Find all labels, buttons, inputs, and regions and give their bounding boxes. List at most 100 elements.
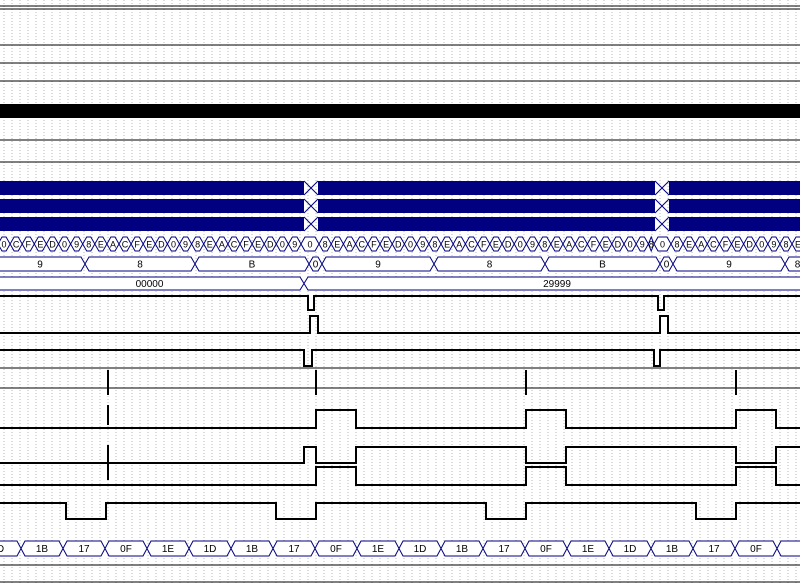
bus-value: D <box>615 239 622 249</box>
bus-value: E <box>493 239 499 249</box>
bus-value: 8 <box>137 260 143 271</box>
bus-value: E <box>255 239 261 249</box>
bus-value: 9 <box>726 260 732 271</box>
bus-value: 17 <box>78 544 90 555</box>
bus-value: D <box>49 239 56 249</box>
bus-value: C <box>231 239 238 249</box>
bus-value: 0F <box>120 544 132 555</box>
bus-value: E <box>444 239 450 249</box>
bus-value: 8 <box>649 239 654 249</box>
signals <box>0 295 800 520</box>
bus-value: 0F <box>750 544 762 555</box>
bus-value: C <box>358 239 365 249</box>
bus-value: 9 <box>37 260 43 271</box>
bus-value: 1E <box>582 544 595 555</box>
byte-bus: D 1B 17 0F 1E 1D 1B 17 0F 1E 1D 1B 17 0F 1E 1D 1B 17 0F <box>0 540 800 557</box>
bus-value: 1D <box>204 544 217 555</box>
bus-value: 9 <box>640 239 645 249</box>
bus-value: D <box>0 544 4 555</box>
bus-value: E <box>735 239 741 249</box>
bus-value: 29999 <box>543 279 571 290</box>
bus-value: 9 <box>375 260 381 271</box>
bus-value: 8 <box>795 260 800 271</box>
blue-buses <box>0 180 800 232</box>
bus-value: A <box>566 239 572 249</box>
bus-value: E <box>554 239 560 249</box>
bus-value: 1B <box>36 544 49 555</box>
bus-value: F <box>481 239 487 249</box>
bus-value: 9 <box>530 239 535 249</box>
bus-value: A <box>219 239 225 249</box>
bus-value: D <box>505 239 512 249</box>
bus-value: 0 <box>307 239 312 249</box>
bus-value: 0 <box>660 239 665 249</box>
bus-value: F <box>134 239 140 249</box>
bus-value: 9 <box>183 239 188 249</box>
bus-value: 0 <box>313 260 319 271</box>
bus-value: A <box>110 239 116 249</box>
bus-value: 1D <box>414 544 427 555</box>
bus-value: 0 <box>62 239 67 249</box>
bus-value: 0 <box>280 239 285 249</box>
bus-value: E <box>686 239 692 249</box>
bus-value: F <box>591 239 597 249</box>
bus-value: D <box>158 239 165 249</box>
bus-value: C <box>578 239 585 249</box>
bus-value: 9 <box>420 239 425 249</box>
bus-value: B <box>599 260 606 271</box>
bus-value: C <box>710 239 717 249</box>
time-grid <box>3 0 797 585</box>
bus-value: C <box>13 239 20 249</box>
bus-value: C <box>122 239 129 249</box>
bus-value: D <box>267 239 274 249</box>
bus-value: 8 <box>675 239 680 249</box>
bus-value: E <box>98 239 104 249</box>
bus-value: E <box>795 239 800 249</box>
bus-value: 8 <box>86 239 91 249</box>
bus-value: 0 <box>518 239 523 249</box>
bus-value: A <box>698 239 704 249</box>
bus-value: 0F <box>330 544 342 555</box>
bus-value: 9 <box>292 239 297 249</box>
row-lines <box>0 5 800 583</box>
bus-value: 0 <box>759 239 764 249</box>
bus-value: 8 <box>542 239 547 249</box>
bus-value: 17 <box>288 544 300 555</box>
bus-value: D <box>746 239 753 249</box>
bus-value: F <box>371 239 377 249</box>
bus-value: 1E <box>162 544 175 555</box>
bus-value: 0 <box>2 239 7 249</box>
bus-value: F <box>26 239 32 249</box>
bus-value: 1E <box>372 544 385 555</box>
bus-value: E <box>207 239 213 249</box>
bus-value: E <box>603 239 609 249</box>
bus-segment <box>303 276 800 291</box>
bus-value: 1B <box>246 544 259 555</box>
bus-value: 8 <box>195 239 200 249</box>
bus-value: E <box>334 239 340 249</box>
bus-value: C <box>468 239 475 249</box>
bus-value: A <box>456 239 462 249</box>
bus-value: 17 <box>708 544 720 555</box>
bus-value: B <box>249 260 256 271</box>
bus-value: E <box>146 239 152 249</box>
bus-value: 8 <box>432 239 437 249</box>
bus-segment <box>791 236 800 252</box>
bus-value: 1B <box>666 544 679 555</box>
bus-value: 1B <box>456 544 469 555</box>
bus-value: E <box>383 239 389 249</box>
bus-value: 0 <box>628 239 633 249</box>
bus-value: 8 <box>323 239 328 249</box>
bus-value: 8 <box>783 239 788 249</box>
bus-value: D <box>395 239 402 249</box>
bus-value: 00000 <box>136 279 164 290</box>
nibble-bus: 9 8 B 0 9 8 B 0 9 8 <box>0 256 800 272</box>
bus-segment <box>784 256 800 272</box>
bus-value: F <box>243 239 249 249</box>
bus-value: 1D <box>624 544 637 555</box>
bus-value: 17 <box>498 544 510 555</box>
bus-value: 8 <box>487 260 493 271</box>
bus-segment <box>776 540 800 557</box>
